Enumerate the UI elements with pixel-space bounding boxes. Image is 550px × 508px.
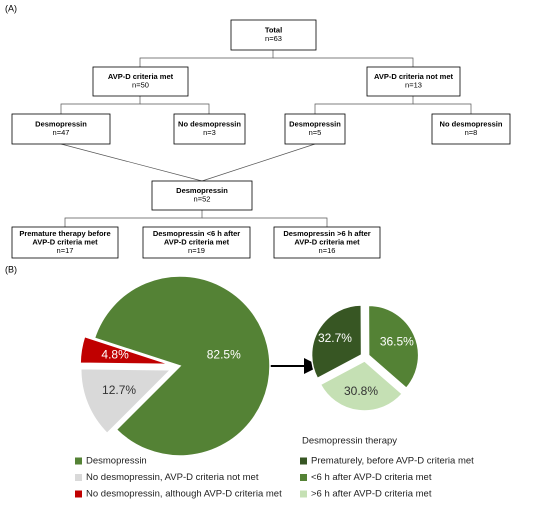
node-title: AVP-D criteria met <box>32 237 98 246</box>
legend-swatch <box>300 490 307 498</box>
node-title: AVP-D criteria met <box>108 72 174 81</box>
connectors <box>60 50 472 227</box>
panel-label: (B) <box>5 264 17 274</box>
legend-swatch <box>300 474 307 481</box>
value-label: 82.5% <box>207 348 241 362</box>
node-count: n=5 <box>309 128 322 137</box>
node-count: n=3 <box>203 128 216 137</box>
legend-swatch <box>75 457 82 465</box>
node-title: Desmopressin <6 h after <box>153 229 240 238</box>
node-count: n=63 <box>265 34 282 43</box>
node-box <box>11 113 111 145</box>
pie-slice <box>79 335 171 366</box>
node-title: Desmopressin >6 h after <box>283 229 370 238</box>
node-box <box>173 113 246 145</box>
node-box <box>142 226 251 259</box>
node-title: Desmopressin <box>176 186 228 195</box>
pie-charts: 82.5% 12.7% 4.8% Desmopressin No desmopressi… <box>75 275 474 500</box>
legend-label: <6 h after AVP-D criteria met <box>311 472 432 483</box>
legend-label: Prematurely, before AVP-D criteria met <box>311 456 474 467</box>
pie-slice <box>310 304 363 380</box>
node-title: No desmopressin <box>178 120 241 129</box>
node-count: n=16 <box>319 246 336 255</box>
connector <box>60 143 203 182</box>
node-count: n=17 <box>57 246 74 255</box>
legend-swatch <box>75 474 82 481</box>
pie-slice <box>367 304 420 390</box>
node-title: Total <box>265 26 282 35</box>
connector <box>273 57 414 67</box>
node-title: Desmopressin <box>289 120 341 129</box>
node-count: n=19 <box>188 246 205 255</box>
node-box <box>230 19 317 51</box>
pie-slice <box>319 360 404 412</box>
node-title: AVP-D criteria not met <box>374 72 454 81</box>
connector <box>413 103 472 114</box>
node-title: Premature therapy before <box>19 229 110 238</box>
node-count: n=13 <box>405 81 422 90</box>
connector <box>202 217 328 227</box>
value-label: 32.7% <box>318 331 352 345</box>
node-title: No desmopressin <box>440 120 503 129</box>
node-box <box>366 66 461 97</box>
legend-label: No desmopressin, although AVP-D criteria… <box>86 489 282 500</box>
legend-swatch <box>300 457 307 465</box>
connector <box>140 103 210 114</box>
value-label: 12.7% <box>102 383 136 397</box>
pie-slice <box>93 275 271 457</box>
connector <box>60 96 141 114</box>
node-count: n=8 <box>465 128 478 137</box>
panel-label: (A) <box>5 3 17 13</box>
node-box <box>273 226 381 259</box>
value-label: 30.8% <box>344 384 378 398</box>
node-count: n=50 <box>132 81 149 90</box>
node-title: AVP-D criteria met <box>164 237 230 246</box>
value-label: 36.5% <box>380 335 414 349</box>
node-box <box>431 113 511 145</box>
legend-label: No desmopressin, AVP-D criteria not met <box>86 472 259 483</box>
legend-swatch <box>75 490 82 498</box>
node-box <box>284 113 346 145</box>
node-box <box>151 180 253 211</box>
node-count: n=52 <box>194 195 211 204</box>
node-count: n=47 <box>53 128 70 137</box>
connector <box>201 143 316 182</box>
node-title: Desmopressin <box>35 120 87 129</box>
legend-label: >6 h after AVP-D criteria met <box>311 489 432 500</box>
node-box <box>92 66 189 97</box>
legend-title: Desmopressin therapy <box>302 436 397 447</box>
pie-slice <box>79 367 173 435</box>
legend-label: Desmopressin <box>86 456 147 467</box>
connector <box>314 96 414 114</box>
connector <box>64 210 203 227</box>
value-label: 4.8% <box>101 347 129 361</box>
connector <box>139 50 274 67</box>
node-title: AVP-D criteria met <box>294 237 360 246</box>
node-box <box>11 226 119 259</box>
